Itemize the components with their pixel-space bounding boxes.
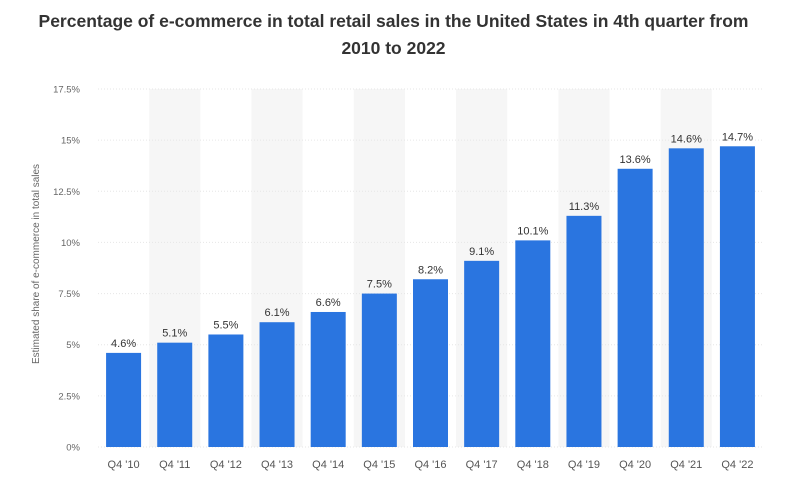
x-tick-label: Q4 '21 (670, 459, 702, 471)
x-tick-label: Q4 '18 (517, 459, 549, 471)
bar[interactable] (413, 279, 448, 447)
y-axis-title: Estimated share of e-commerce in total s… (31, 164, 42, 364)
data-label: 6.1% (264, 307, 289, 319)
data-label: 13.6% (620, 154, 651, 166)
y-tick-label: 2.5% (58, 391, 80, 402)
chart-title-line-1: Percentage of e-commerce in total retail… (38, 11, 749, 31)
bar[interactable] (464, 260, 500, 447)
x-axis-ticks: Q4 '10 Q4 '11 Q4 '12 Q4 '13 Q4 '14 Q4 '15 Q4 '… (108, 459, 754, 471)
data-label: 7.5% (367, 279, 392, 291)
bar[interactable] (106, 352, 142, 447)
x-tick-label: Q4 '11 (159, 459, 190, 471)
bar[interactable] (157, 342, 193, 447)
bar[interactable] (566, 215, 602, 447)
y-axis-ticks: 0% 2.5% 5% 7.5% 10% 12.5% 15% 17.5% (53, 85, 80, 454)
data-label: 8.2% (418, 264, 443, 276)
data-label: 14.7% (722, 131, 753, 143)
y-tick-label: 12.5% (53, 187, 80, 198)
y-tick-label: 5% (66, 340, 80, 351)
x-tick-label: Q4 '17 (466, 459, 498, 471)
x-tick-label: Q4 '13 (261, 459, 293, 471)
value-labels: 4.6% 5.1% 5.5% 6.1% 6.6% 7.5% 8.2% 9.1% 10.1% 11.… (111, 131, 753, 350)
x-tick-label: Q4 '10 (108, 459, 140, 471)
data-label: 6.6% (316, 297, 341, 309)
y-tick-label: 15% (61, 136, 81, 147)
x-tick-label: Q4 '14 (312, 459, 344, 471)
bar[interactable] (617, 168, 653, 448)
data-label: 4.6% (111, 338, 136, 350)
x-tick-label: Q4 '15 (363, 459, 395, 471)
x-tick-label: Q4 '19 (568, 459, 600, 471)
data-label: 9.1% (469, 246, 494, 258)
data-label: 14.6% (671, 133, 702, 145)
bar[interactable] (719, 146, 755, 447)
x-tick-label: Q4 '20 (619, 459, 651, 471)
x-tick-label: Q4 '22 (721, 459, 753, 471)
data-label: 11.3% (569, 201, 600, 213)
bar[interactable] (310, 311, 346, 447)
data-label: 10.1% (517, 225, 548, 237)
y-tick-label: 17.5% (53, 85, 80, 96)
bar[interactable] (668, 148, 704, 447)
y-tick-label: 0% (66, 443, 80, 454)
bar[interactable] (259, 322, 295, 447)
bars (106, 146, 755, 448)
y-tick-label: 10% (61, 238, 81, 249)
chart-title: Percentage of e-commerce in total retail… (0, 8, 787, 62)
x-tick-label: Q4 '16 (414, 459, 446, 471)
bar[interactable] (208, 334, 244, 447)
bar[interactable] (361, 293, 397, 447)
bar[interactable] (515, 240, 551, 447)
data-label: 5.5% (213, 319, 238, 331)
x-tick-label: Q4 '12 (210, 459, 242, 471)
data-label: 5.1% (162, 328, 187, 340)
chart-title-line-2: 2010 to 2022 (341, 38, 446, 58)
y-tick-label: 7.5% (58, 289, 80, 300)
